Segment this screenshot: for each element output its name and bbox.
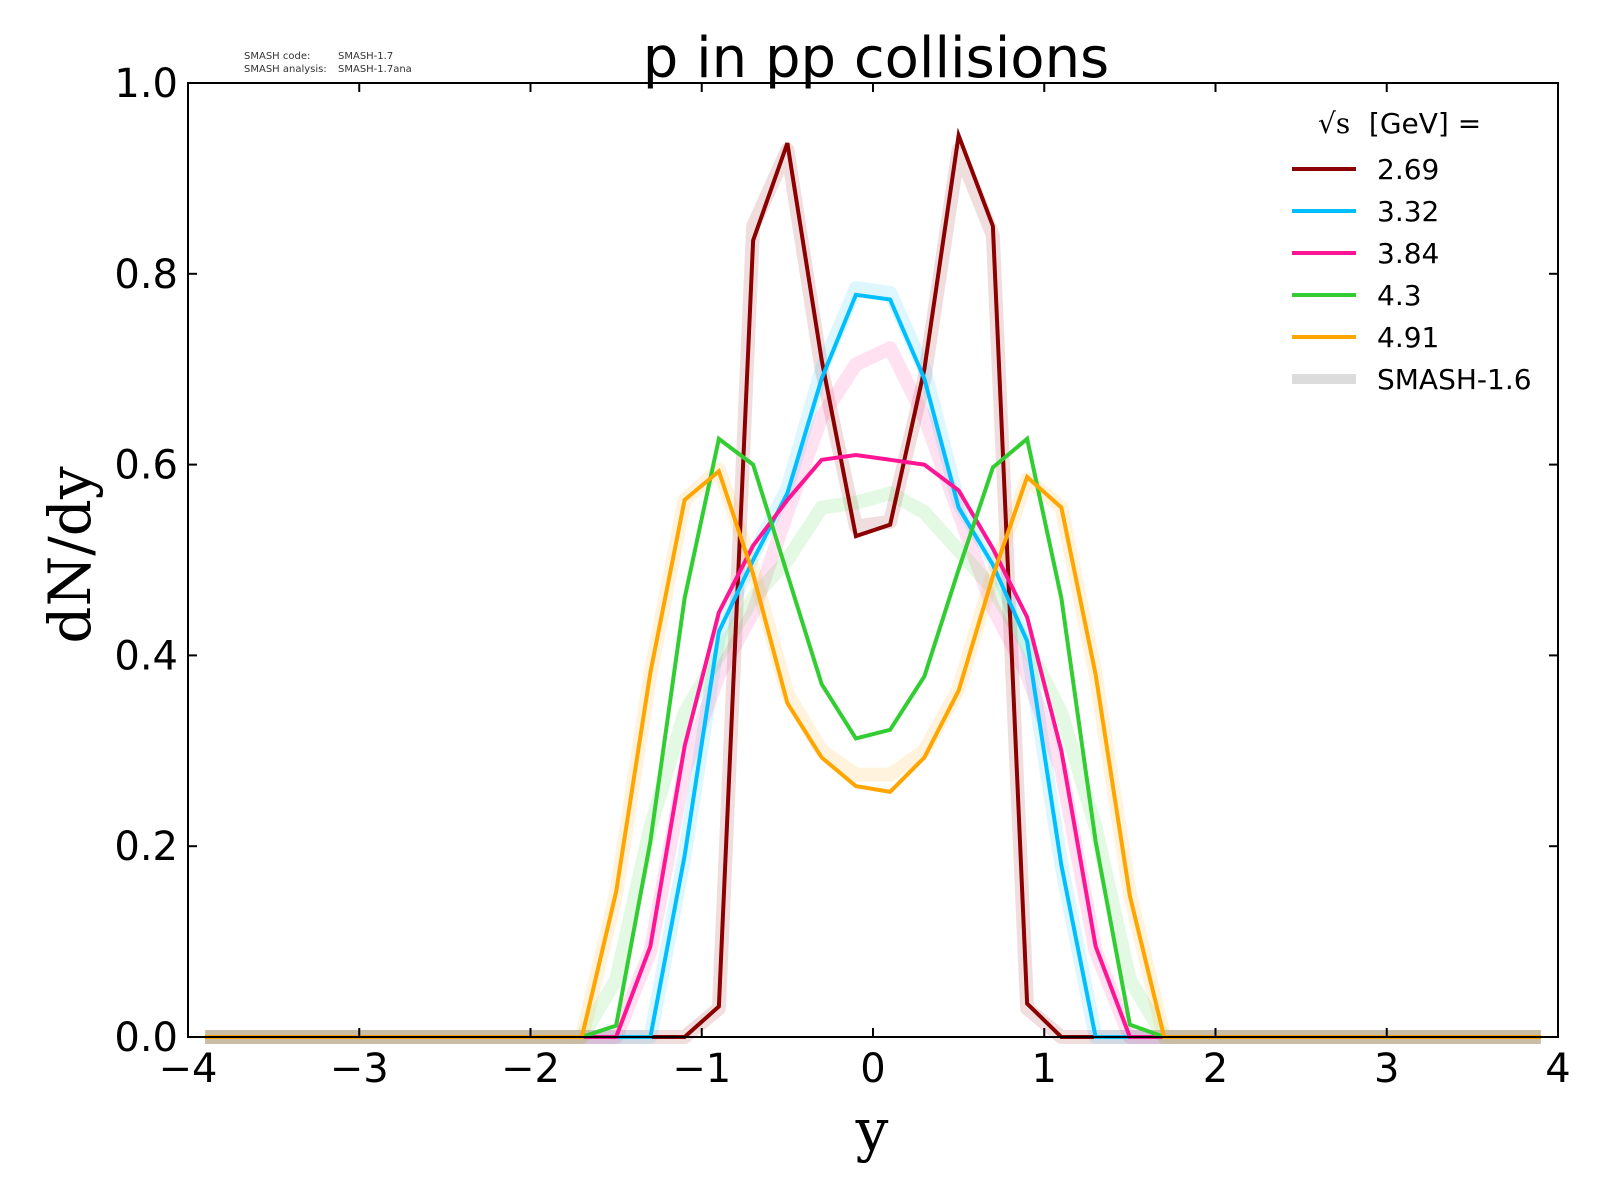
chart-title: p in pp collisions — [643, 26, 1109, 91]
legend-label-4.3: 4.3 — [1377, 279, 1422, 312]
y-tick-label: 0.4 — [114, 633, 178, 679]
x-tick-label: 0 — [860, 1046, 885, 1092]
x-tick-label: −3 — [330, 1046, 389, 1092]
series-line-3.84 — [205, 453, 1541, 1039]
reference-line-3 — [205, 341, 1541, 1044]
x-tick-label: 2 — [1203, 1046, 1228, 1092]
legend-label-SMASH-1.6: SMASH-1.6 — [1377, 363, 1532, 396]
meta-code-label: SMASH code: — [244, 51, 310, 62]
x-tick-label: −4 — [159, 1046, 218, 1092]
plot-frame — [187, 82, 1559, 1038]
series-line-4.91 — [205, 467, 1541, 1039]
legend-title-rest: [GeV] = — [1360, 107, 1481, 140]
series-layer — [205, 127, 1541, 1039]
reference-line-4 — [205, 486, 1541, 1044]
tick-layer: −4 −3 −2 −1 0 1 2 3 4 0.0 0.2 0.4 0.6 0.8 1.0 — [114, 61, 1570, 1092]
reference-series-layer — [205, 142, 1541, 1044]
x-tick-label: −1 — [672, 1046, 731, 1092]
legend-title-sqrt: √s — [1318, 107, 1350, 140]
series-line-2.69 — [205, 127, 1541, 1039]
x-tick-label: −2 — [501, 1046, 560, 1092]
x-tick-label: 1 — [1032, 1046, 1057, 1092]
reference-line-2 — [205, 281, 1541, 1044]
y-tick-label: 0.0 — [114, 1015, 178, 1061]
legend-label-4.91: 4.91 — [1377, 321, 1439, 354]
legend-label-2.69: 2.69 — [1377, 153, 1439, 186]
x-axis-label: y — [855, 1096, 889, 1164]
meta-analysis-value: SMASH-1.7ana — [338, 64, 412, 75]
legend-label-3.32: 3.32 — [1377, 195, 1439, 228]
y-axis-label: dN/dy — [36, 466, 104, 644]
y-tick-label: 0.2 — [114, 824, 178, 870]
legend: √s [GeV] = 2.69 3.32 3.84 4.3 4.91 SMASH-1.6 — [1292, 107, 1532, 396]
meta-analysis-label: SMASH analysis: — [244, 64, 327, 75]
reference-line-5 — [205, 462, 1541, 1044]
y-tick-label: 0.8 — [114, 252, 178, 298]
x-tick-label: 3 — [1374, 1046, 1399, 1092]
y-tick-label: 1.0 — [114, 61, 178, 107]
meta-code-value: SMASH-1.7 — [338, 51, 393, 62]
series-line-3.32 — [205, 292, 1541, 1039]
meta-info: SMASH code: SMASH-1.7 SMASH analysis: SM… — [244, 51, 412, 75]
legend-label-3.84: 3.84 — [1377, 237, 1439, 270]
reference-line-1 — [205, 142, 1541, 1044]
y-tick-label: 0.6 — [114, 443, 178, 489]
x-tick-label: 4 — [1545, 1046, 1570, 1092]
